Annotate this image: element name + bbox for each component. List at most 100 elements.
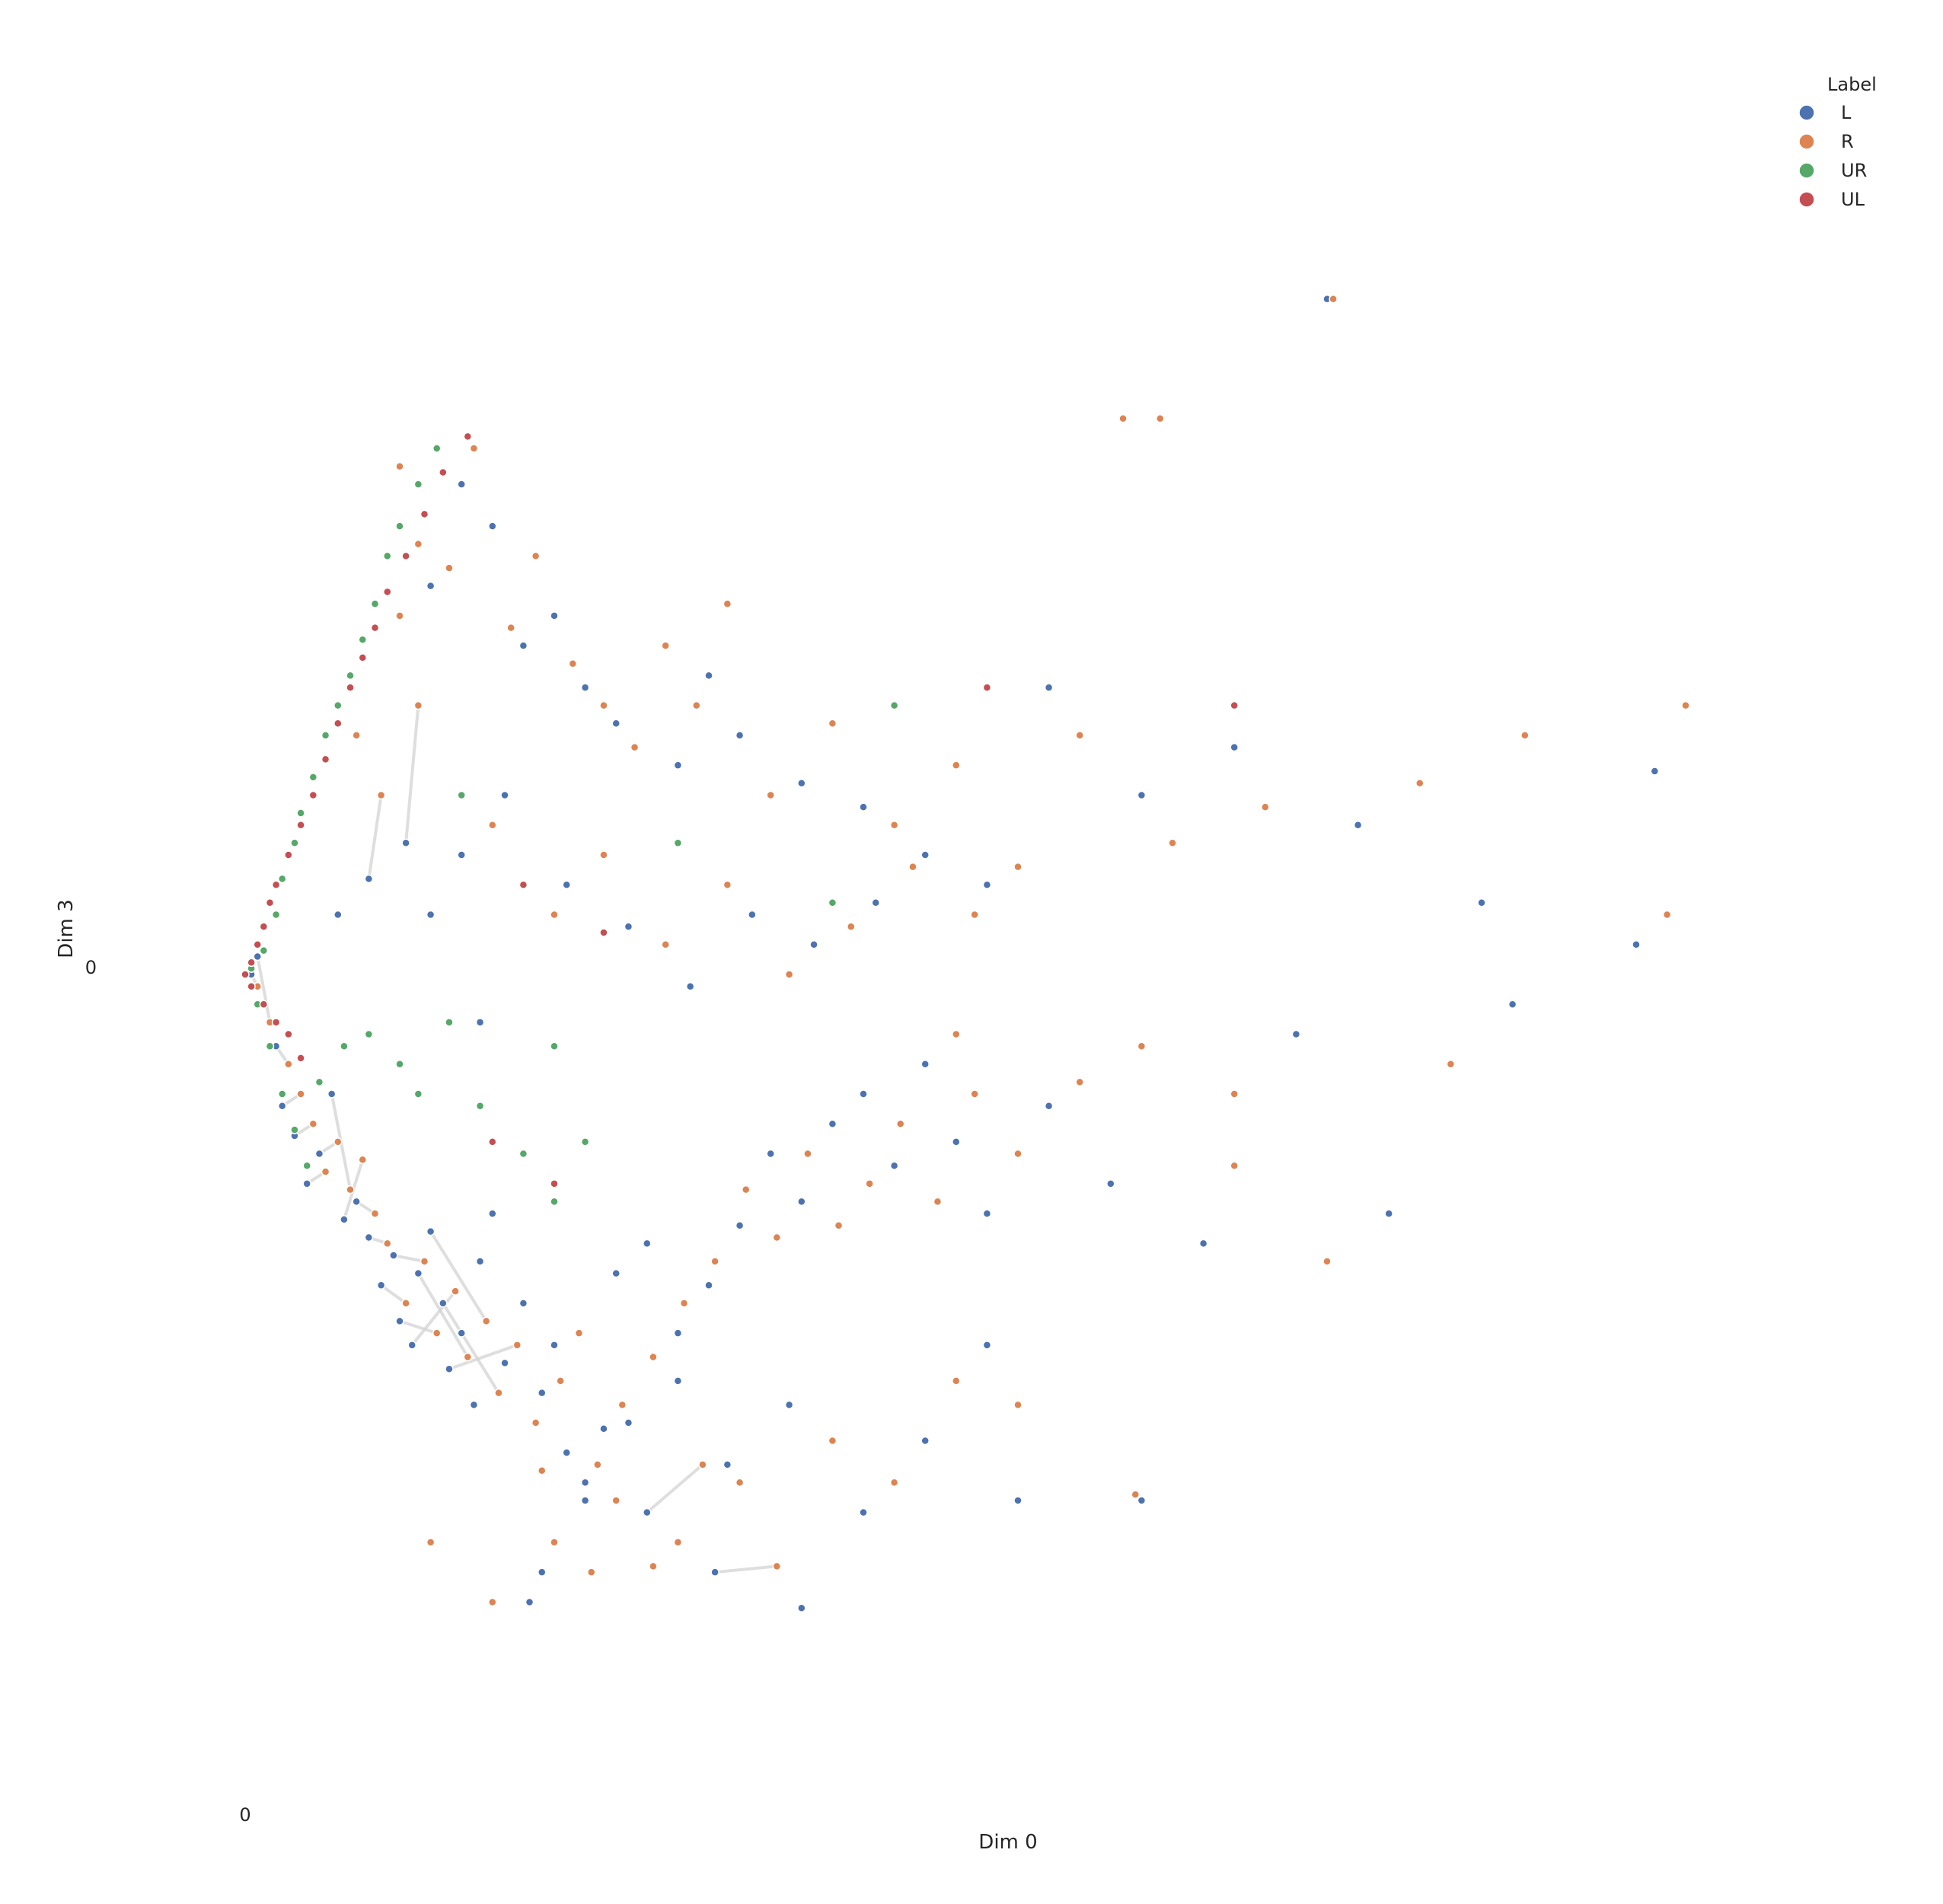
data-point-r [550,1538,559,1547]
data-point-l [426,1226,436,1236]
data-point-r [723,599,732,608]
data-point-ul [488,1137,497,1147]
data-point-l [784,1400,794,1410]
data-point-r [574,1328,584,1338]
data-point-l [364,874,374,884]
data-point-l [920,1060,930,1069]
data-point-l [859,1507,868,1517]
data-point-l [982,880,992,889]
data-point-r [649,1561,658,1571]
data-point-ul [463,432,473,442]
data-point-l [920,1436,930,1446]
data-point-r [494,1388,503,1398]
data-point-r [1137,1041,1147,1051]
data-point-r [1415,778,1425,788]
data-point-r [451,1287,460,1296]
data-point-l [469,1400,479,1410]
data-point-l [457,480,466,489]
data-point-l [599,1424,608,1434]
data-point-l [920,850,930,860]
data-point-l [538,1568,547,1577]
data-point-l [500,790,509,800]
data-point-l [643,1239,652,1249]
connector-line [429,1230,488,1322]
connector-line [380,1284,407,1305]
data-point-l [407,1341,416,1350]
data-point-l [518,641,528,650]
data-point-r [611,1496,621,1505]
data-point-ur [550,1197,559,1207]
data-point-l [395,1316,404,1326]
legend-label: R [1841,131,1854,152]
data-point-l [314,1149,324,1159]
data-point-r [834,1221,844,1230]
data-point-r [1446,1060,1456,1069]
data-point-ur [580,1137,590,1147]
data-point-r [346,1185,355,1194]
data-point-r [772,1233,782,1242]
data-point-ul [253,939,262,949]
data-point-ur [518,1149,528,1159]
data-point-ul [1230,700,1239,710]
data-point-r [865,1179,874,1188]
legend-marker [1798,162,1815,179]
data-point-r [599,850,608,860]
data-point-r [488,820,497,830]
data-point-l [562,1448,571,1457]
data-point-l [327,1089,337,1099]
data-point-ul [420,509,429,519]
data-point-r [531,1418,541,1427]
data-point-r [401,1299,410,1308]
data-point-r [952,761,961,770]
data-point-ul [982,683,992,692]
data-point-l [982,1341,992,1350]
data-point-ur [259,946,269,955]
data-point-ul [333,719,343,728]
data-point-ur [413,480,423,489]
data-point-l [1106,1179,1115,1188]
data-point-r [1156,414,1165,423]
data-point-r [463,1352,473,1362]
data-point-ul [271,1018,281,1027]
data-point-r [889,820,899,830]
data-point-ul [550,1179,559,1188]
data-point-l [797,1603,806,1613]
data-point-r [538,1465,547,1475]
data-point-ul [321,754,330,764]
data-point-l [562,880,571,889]
data-point-l [797,1197,806,1207]
data-point-ul [308,790,318,800]
data-point-l [704,671,713,681]
data-point-l [685,981,695,991]
connector-line [442,1302,500,1394]
data-point-l [1477,898,1486,907]
data-point-l [748,910,757,920]
connector-lines [250,705,777,1574]
data-point-r [395,461,404,471]
data-point-l [611,1268,621,1278]
data-point-ur [290,838,299,848]
data-point-r [895,1119,905,1129]
legend-label: UR [1841,160,1867,181]
data-point-l [525,1597,534,1607]
data-point-l [426,910,436,920]
data-point-r [599,700,608,710]
data-point-r [630,742,640,752]
data-point-ul [370,623,380,633]
data-point-ur [395,521,404,531]
data-point-l [389,1251,398,1260]
data-point-l [1230,742,1239,752]
data-point-ul [439,467,448,477]
data-point-r [512,1341,522,1350]
data-point-ul [401,551,410,561]
legend-label: L [1841,102,1852,123]
data-point-ur [457,790,466,800]
data-point-l [1137,1496,1147,1505]
connector-line [416,1272,470,1358]
data-point-r [679,1299,689,1308]
data-point-r [469,444,479,453]
data-point-r [308,1119,318,1129]
data-point-l [735,1221,745,1230]
data-point-l [550,1341,559,1350]
